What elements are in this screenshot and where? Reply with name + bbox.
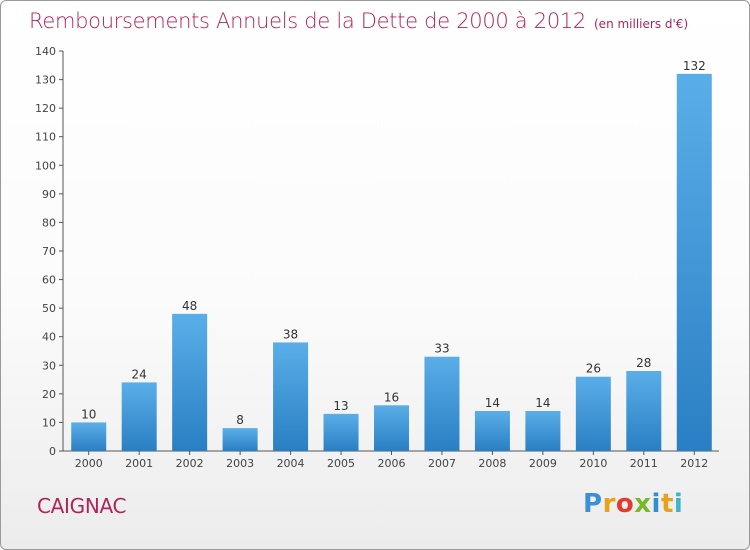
x-tick-label-2012: 2012: [680, 457, 708, 470]
logo-letter: t: [660, 489, 674, 519]
bar-2008: [474, 411, 510, 451]
bar-2012: [676, 73, 712, 451]
y-tick-label: 40: [42, 331, 56, 344]
y-tick-label: 10: [42, 416, 56, 429]
x-tick-label-2009: 2009: [529, 457, 557, 470]
x-tick-label-2010: 2010: [579, 457, 607, 470]
data-label-2006: 16: [384, 390, 399, 404]
data-label-2008: 14: [485, 396, 500, 410]
x-tick-label-2001: 2001: [125, 457, 153, 470]
bar-2005: [323, 413, 359, 451]
y-tick-label: 60: [42, 274, 56, 287]
bar-2004: [273, 342, 309, 451]
data-label-2001: 24: [132, 367, 147, 381]
y-tick-label: 90: [42, 188, 56, 201]
data-label-2012: 132: [683, 59, 706, 73]
y-tick-label: 120: [35, 102, 56, 115]
bar-2001: [121, 382, 157, 451]
y-tick-label: 140: [35, 45, 56, 58]
data-label-2005: 13: [333, 399, 348, 413]
data-label-2007: 33: [434, 342, 449, 356]
y-tick-label: 30: [42, 359, 56, 372]
logo-letter: o: [615, 489, 635, 519]
x-tick-label-2007: 2007: [428, 457, 456, 470]
y-tick-label: 100: [35, 159, 56, 172]
logo-letter: i: [673, 489, 684, 519]
y-tick-label: 130: [35, 74, 56, 87]
y-tick-label: 0: [49, 445, 56, 458]
bar-2000: [71, 422, 107, 451]
logo-letter: P: [583, 489, 603, 519]
y-tick-label: 80: [42, 216, 56, 229]
data-label-2011: 28: [636, 356, 651, 370]
logo-letter: x: [634, 489, 652, 519]
x-tick-label-2000: 2000: [75, 457, 103, 470]
x-tick-label-2004: 2004: [277, 457, 305, 470]
title-unit: (en milliers d'€): [594, 17, 689, 31]
commune-name: CAIGNAC: [37, 494, 127, 518]
bar-2006: [374, 405, 409, 451]
data-label-2009: 14: [535, 396, 550, 410]
x-tick-label-2002: 2002: [176, 457, 204, 470]
bar-2010: [575, 376, 611, 451]
title-text: Remboursements Annuels de la Dette de 20…: [29, 9, 586, 33]
data-label-2004: 38: [283, 327, 298, 341]
proxiti-logo: Proxiti: [583, 489, 683, 519]
y-tick-label: 70: [42, 245, 56, 258]
x-tick-label-2008: 2008: [478, 457, 506, 470]
bar-2009: [525, 411, 561, 451]
bar-2003: [222, 428, 258, 451]
data-label-2000: 10: [81, 407, 96, 421]
data-label-2002: 48: [182, 299, 197, 313]
data-label-2003: 8: [236, 413, 244, 427]
x-tick-label-2003: 2003: [226, 457, 254, 470]
bar-2011: [626, 371, 662, 451]
logo-letter: i: [651, 489, 661, 519]
logo-letter: r: [602, 489, 616, 519]
x-tick-label-2011: 2011: [630, 457, 658, 470]
bar-2002: [172, 313, 208, 451]
x-tick-label-2006: 2006: [378, 457, 406, 470]
y-tick-label: 20: [42, 388, 56, 401]
y-tick-label: 110: [35, 131, 56, 144]
x-tick-label-2005: 2005: [327, 457, 355, 470]
data-label-2010: 26: [586, 362, 601, 376]
y-tick-label: 50: [42, 302, 56, 315]
chart-title: Remboursements Annuels de la Dette de 20…: [29, 9, 688, 33]
bar-2007: [424, 356, 460, 451]
